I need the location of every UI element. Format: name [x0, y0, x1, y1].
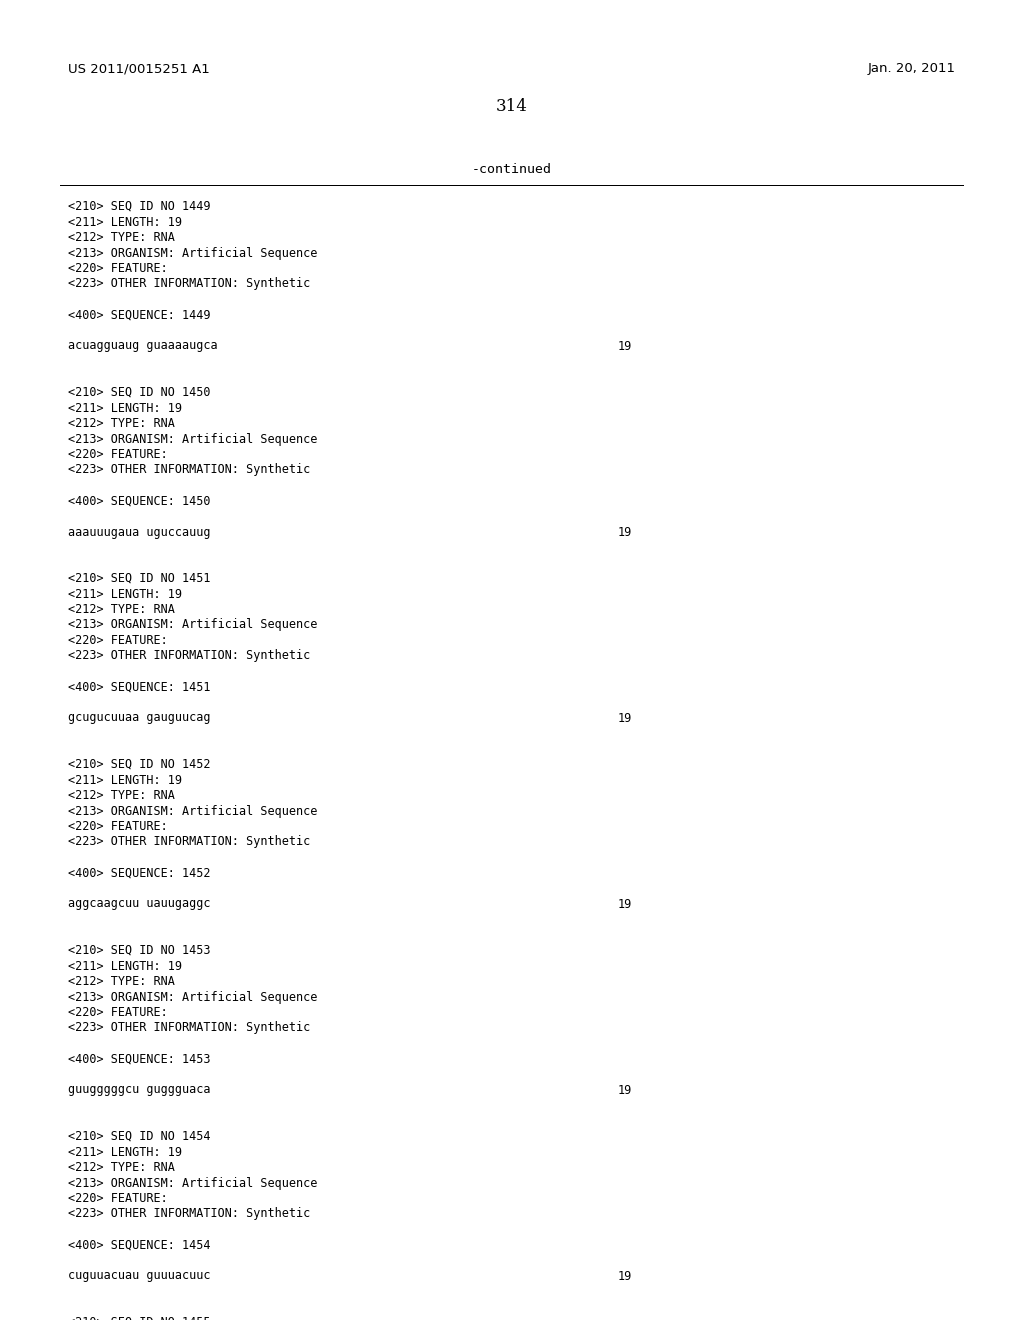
Text: <211> LENGTH: 19: <211> LENGTH: 19: [68, 1146, 182, 1159]
Text: 19: 19: [618, 898, 632, 911]
Text: <212> TYPE: RNA: <212> TYPE: RNA: [68, 231, 175, 244]
Text: <210> SEQ ID NO 1454: <210> SEQ ID NO 1454: [68, 1130, 211, 1143]
Text: <220> FEATURE:: <220> FEATURE:: [68, 634, 168, 647]
Text: <210> SEQ ID NO 1449: <210> SEQ ID NO 1449: [68, 201, 211, 213]
Text: aggcaagcuu uauugaggc: aggcaagcuu uauugaggc: [68, 898, 211, 911]
Text: <400> SEQUENCE: 1451: <400> SEQUENCE: 1451: [68, 681, 211, 693]
Text: 19: 19: [618, 1270, 632, 1283]
Text: <223> OTHER INFORMATION: Synthetic: <223> OTHER INFORMATION: Synthetic: [68, 1022, 310, 1035]
Text: <212> TYPE: RNA: <212> TYPE: RNA: [68, 603, 175, 616]
Text: <213> ORGANISM: Artificial Sequence: <213> ORGANISM: Artificial Sequence: [68, 1176, 317, 1189]
Text: <223> OTHER INFORMATION: Synthetic: <223> OTHER INFORMATION: Synthetic: [68, 836, 310, 849]
Text: <220> FEATURE:: <220> FEATURE:: [68, 447, 168, 461]
Text: <220> FEATURE:: <220> FEATURE:: [68, 261, 168, 275]
Text: <210> SEQ ID NO 1450: <210> SEQ ID NO 1450: [68, 385, 211, 399]
Text: guugggggcu guggguaca: guugggggcu guggguaca: [68, 1084, 211, 1097]
Text: <211> LENGTH: 19: <211> LENGTH: 19: [68, 401, 182, 414]
Text: Jan. 20, 2011: Jan. 20, 2011: [868, 62, 956, 75]
Text: <211> LENGTH: 19: <211> LENGTH: 19: [68, 960, 182, 973]
Text: <211> LENGTH: 19: <211> LENGTH: 19: [68, 587, 182, 601]
Text: 19: 19: [618, 339, 632, 352]
Text: <210> SEQ ID NO 1452: <210> SEQ ID NO 1452: [68, 758, 211, 771]
Text: <400> SEQUENCE: 1454: <400> SEQUENCE: 1454: [68, 1238, 211, 1251]
Text: gcugucuuaa gauguucag: gcugucuuaa gauguucag: [68, 711, 211, 725]
Text: <220> FEATURE:: <220> FEATURE:: [68, 1006, 168, 1019]
Text: <212> TYPE: RNA: <212> TYPE: RNA: [68, 1162, 175, 1173]
Text: <211> LENGTH: 19: <211> LENGTH: 19: [68, 774, 182, 787]
Text: <223> OTHER INFORMATION: Synthetic: <223> OTHER INFORMATION: Synthetic: [68, 1208, 310, 1221]
Text: <213> ORGANISM: Artificial Sequence: <213> ORGANISM: Artificial Sequence: [68, 990, 317, 1003]
Text: <212> TYPE: RNA: <212> TYPE: RNA: [68, 417, 175, 430]
Text: <400> SEQUENCE: 1453: <400> SEQUENCE: 1453: [68, 1052, 211, 1065]
Text: <220> FEATURE:: <220> FEATURE:: [68, 1192, 168, 1205]
Text: <211> LENGTH: 19: <211> LENGTH: 19: [68, 215, 182, 228]
Text: acuagguaug guaaaaugca: acuagguaug guaaaaugca: [68, 339, 218, 352]
Text: 19: 19: [618, 1084, 632, 1097]
Text: 19: 19: [618, 525, 632, 539]
Text: <400> SEQUENCE: 1452: <400> SEQUENCE: 1452: [68, 866, 211, 879]
Text: <223> OTHER INFORMATION: Synthetic: <223> OTHER INFORMATION: Synthetic: [68, 463, 310, 477]
Text: <212> TYPE: RNA: <212> TYPE: RNA: [68, 975, 175, 987]
Text: <400> SEQUENCE: 1450: <400> SEQUENCE: 1450: [68, 495, 211, 507]
Text: <220> FEATURE:: <220> FEATURE:: [68, 820, 168, 833]
Text: aaauuugaua uguccauug: aaauuugaua uguccauug: [68, 525, 211, 539]
Text: <400> SEQUENCE: 1449: <400> SEQUENCE: 1449: [68, 309, 211, 322]
Text: <213> ORGANISM: Artificial Sequence: <213> ORGANISM: Artificial Sequence: [68, 619, 317, 631]
Text: <213> ORGANISM: Artificial Sequence: <213> ORGANISM: Artificial Sequence: [68, 804, 317, 817]
Text: -continued: -continued: [472, 162, 552, 176]
Text: <210> SEQ ID NO 1453: <210> SEQ ID NO 1453: [68, 944, 211, 957]
Text: <210> SEQ ID NO 1455: <210> SEQ ID NO 1455: [68, 1316, 211, 1320]
Text: <223> OTHER INFORMATION: Synthetic: <223> OTHER INFORMATION: Synthetic: [68, 277, 310, 290]
Text: <223> OTHER INFORMATION: Synthetic: <223> OTHER INFORMATION: Synthetic: [68, 649, 310, 663]
Text: <210> SEQ ID NO 1451: <210> SEQ ID NO 1451: [68, 572, 211, 585]
Text: 19: 19: [618, 711, 632, 725]
Text: cuguuacuau guuuacuuc: cuguuacuau guuuacuuc: [68, 1270, 211, 1283]
Text: US 2011/0015251 A1: US 2011/0015251 A1: [68, 62, 210, 75]
Text: <213> ORGANISM: Artificial Sequence: <213> ORGANISM: Artificial Sequence: [68, 433, 317, 446]
Text: <212> TYPE: RNA: <212> TYPE: RNA: [68, 789, 175, 803]
Text: <213> ORGANISM: Artificial Sequence: <213> ORGANISM: Artificial Sequence: [68, 247, 317, 260]
Text: 314: 314: [496, 98, 528, 115]
